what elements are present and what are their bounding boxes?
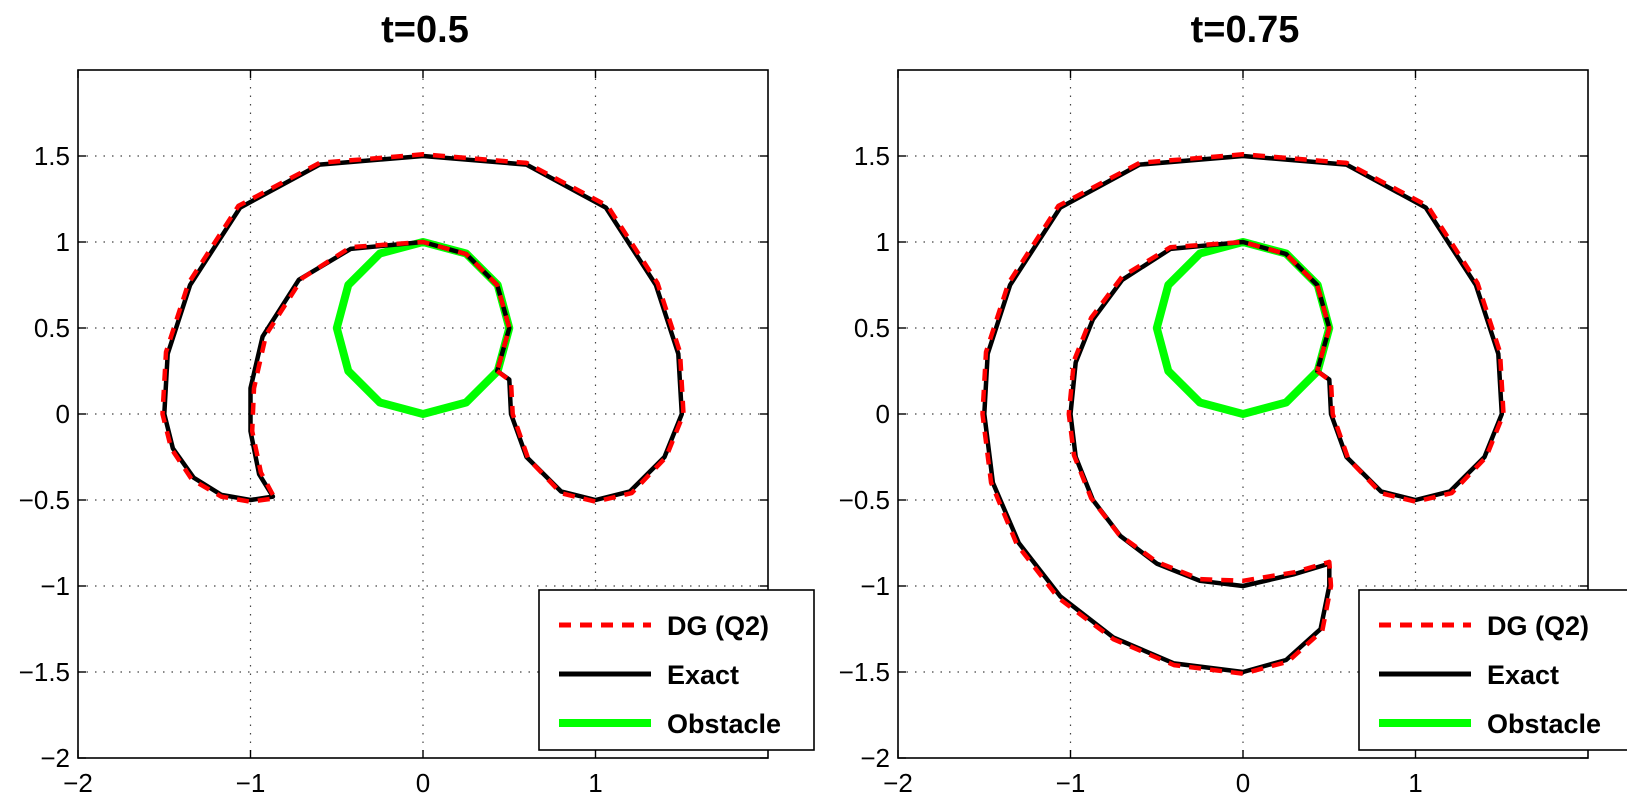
y-tick-label: 0 [876,399,890,429]
series-obstacle [332,238,514,418]
legend-label: DG (Q2) [1487,611,1589,641]
legend: DG (Q2) Exact Obstacle [538,589,815,751]
y-tick-label: 0.5 [854,313,890,343]
x-tick-label: 1 [588,768,602,798]
y-tick-label: 1.5 [854,141,890,171]
chart-panel-2: t=0.75 −2 −1 0 1 −2 −1.5 −1 −0.5 0 0.5 1 1.5 DG (Q2) E… [839,9,1627,798]
y-tick-label: 0.5 [34,313,70,343]
x-tick-label: −2 [63,768,93,798]
y-tick-label: −1 [40,571,70,601]
y-tick-label: −0.5 [19,485,70,515]
legend: DG (Q2) Exact Obstacle [1358,589,1627,751]
y-tick-label: −1 [860,571,890,601]
legend-label: Exact [667,660,739,690]
y-tick-label: 1 [876,227,890,257]
x-tick-label: −1 [236,768,266,798]
y-tick-label: −0.5 [839,485,890,515]
y-tick-label: −2 [40,743,70,773]
y-tick-label: −1.5 [839,657,890,687]
legend-label: Obstacle [1487,709,1601,739]
series-dg-q2 [980,152,1506,676]
legend-label: Obstacle [667,709,781,739]
chart-title: t=0.5 [381,9,469,51]
x-tick-label: 0 [1236,768,1250,798]
chart-title: t=0.75 [1191,9,1300,51]
x-tick-label: 0 [416,768,430,798]
series-dg-q2 [160,152,686,504]
series-exact [982,153,1505,675]
legend-label: Exact [1487,660,1559,690]
series-obstacle [1152,238,1334,418]
x-tick-label: 1 [1408,768,1422,798]
chart-panel-1: t=0.5 −2 −1 0 1 −2 −1.5 −1 −0.5 0 0.5 1 1.5 DG (Q2) Ex… [19,9,815,798]
y-tick-label: −1.5 [19,657,70,687]
series-exact [162,153,685,503]
x-tick-label: −1 [1056,768,1086,798]
legend-label: DG (Q2) [667,611,769,641]
y-tick-label: −2 [860,743,890,773]
y-tick-label: 0 [56,399,70,429]
y-tick-label: 1.5 [34,141,70,171]
y-tick-label: 1 [56,227,70,257]
x-tick-label: −2 [883,768,913,798]
